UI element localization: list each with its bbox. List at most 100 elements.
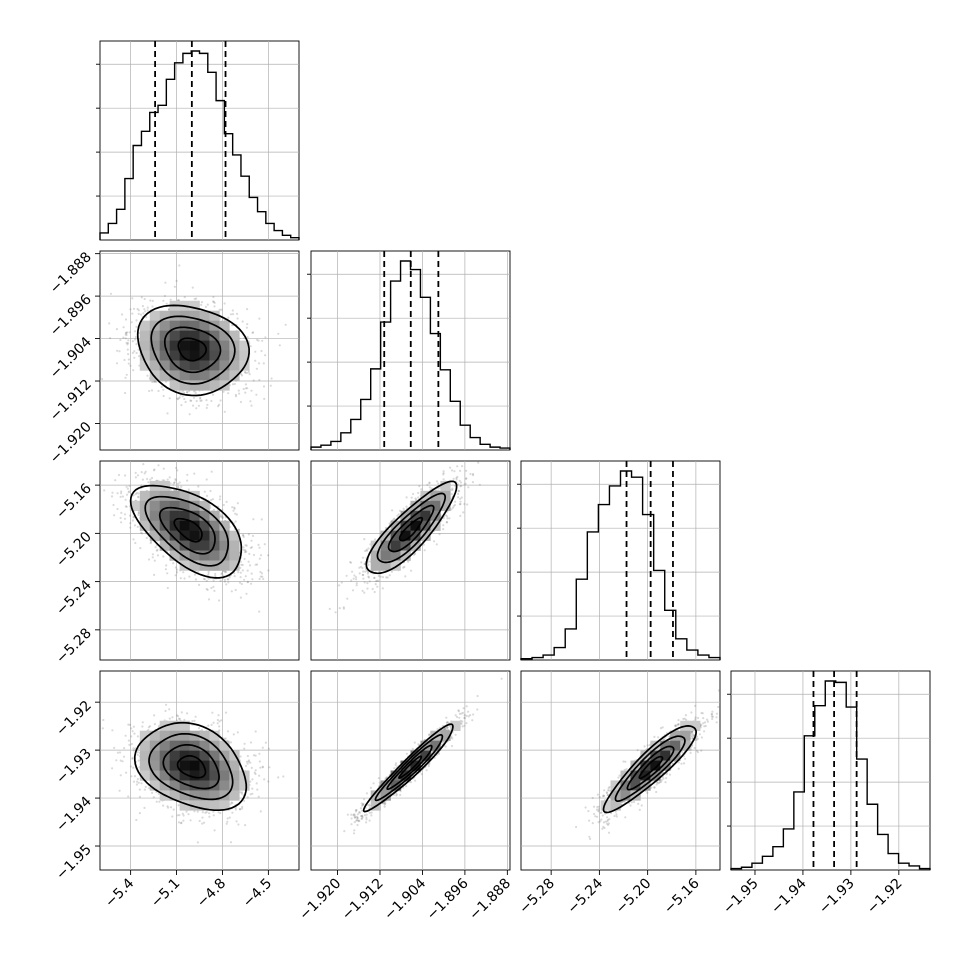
sample-point [147,481,150,484]
sample-point [438,533,441,536]
sample-point [138,355,141,358]
sample-point [257,339,260,342]
sample-point [234,588,237,592]
sample-point [255,367,258,370]
sample-point [218,308,221,311]
sample-point [129,364,132,367]
sample-point [402,507,405,510]
sample-point [258,577,261,581]
sample-point [133,350,136,353]
sample-point [109,292,113,295]
sample-point [263,543,266,546]
sample-point [368,580,371,583]
sample-point [151,556,154,559]
sample-point [148,558,151,561]
sample-point [127,339,130,342]
sample-point [218,498,221,501]
sample-point [226,578,229,581]
sample-point [206,303,209,306]
sample-point [165,302,168,305]
sample-point [212,300,215,303]
sample-point [223,302,226,305]
sample-point [177,397,180,400]
sample-point [262,385,266,388]
sample-point [162,388,165,391]
sample-point [117,473,121,477]
sample-point [156,554,159,557]
sample-point [189,399,192,402]
sample-point [350,579,353,582]
histogram-panel-3 [727,670,931,871]
sample-point [122,326,125,329]
sample-point [205,478,208,481]
sample-point [254,359,257,362]
sample-point [225,500,228,503]
sample-point [338,607,341,610]
sample-point [125,341,128,344]
sample-point [131,519,134,522]
sample-point [125,331,128,335]
sample-point [127,353,130,356]
sample-point [258,557,261,560]
sample-point [239,400,242,404]
sample-point [128,484,131,488]
sample-point [199,399,202,402]
sample-point [237,571,240,574]
sample-point [182,571,185,574]
sample-point [246,387,249,390]
histogram-panel-0 [96,40,300,241]
sample-point [212,579,215,582]
sample-point [151,305,154,308]
sample-point [119,495,122,498]
sample-point [195,399,198,403]
sample-point [227,392,230,395]
density-cell [229,540,240,551]
sample-point [267,569,270,572]
panel-frame [310,250,511,451]
sample-point [240,582,243,586]
sample-point [245,326,248,329]
sample-point [118,350,121,353]
density-cell [159,500,170,512]
sample-point [178,481,181,484]
sample-point [229,313,233,316]
sample-point [153,573,156,577]
sample-point [257,543,260,547]
sample-point [146,477,149,481]
sample-point [247,371,250,374]
sample-point [465,469,468,472]
sample-point [241,320,244,323]
sample-point [367,547,370,550]
sample-point [194,391,197,395]
sample-point [242,387,245,391]
sample-point [124,318,128,321]
sample-point [221,516,224,519]
sample-point [362,577,365,580]
sample-point [198,583,201,587]
sample-point [120,521,123,524]
sample-point [245,592,248,595]
sample-point [360,561,363,564]
panel-frame [730,670,931,871]
sample-point [143,472,146,475]
density-cell [189,360,200,371]
histogram-panel-2 [517,460,721,661]
sample-point [163,294,166,298]
sample-point [153,380,156,383]
sample-point [174,478,177,481]
sample-point [197,485,200,488]
sample-point [211,498,215,501]
sample-point [355,578,358,581]
sample-point [243,557,246,561]
sample-point [141,478,144,481]
sample-point [203,578,206,581]
sample-point [188,575,191,578]
sample-point [197,404,200,407]
density-cell [139,330,151,341]
sample-point [123,517,127,520]
histogram-panel-1 [307,250,511,451]
sample-point [155,549,158,552]
sample-point [471,481,475,484]
sample-point [121,313,124,316]
density-cell [159,540,170,551]
